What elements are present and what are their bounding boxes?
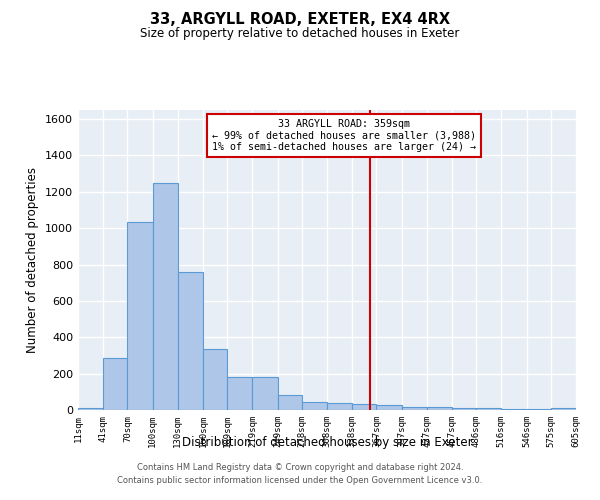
Bar <box>253 378 278 410</box>
Bar <box>551 408 576 410</box>
Bar <box>452 408 476 410</box>
Bar <box>78 408 103 410</box>
Text: Size of property relative to detached houses in Exeter: Size of property relative to detached ho… <box>140 28 460 40</box>
Bar <box>178 272 203 410</box>
Bar <box>476 408 502 410</box>
Text: 33 ARGYLL ROAD: 359sqm
← 99% of detached houses are smaller (3,988)
1% of semi-d: 33 ARGYLL ROAD: 359sqm ← 99% of detached… <box>212 119 476 152</box>
Bar <box>401 408 427 410</box>
Text: Distribution of detached houses by size in Exeter: Distribution of detached houses by size … <box>182 436 472 449</box>
Bar <box>127 222 152 410</box>
Bar <box>152 182 178 410</box>
Bar <box>352 404 376 410</box>
Bar <box>103 358 127 410</box>
Text: 33, ARGYLL ROAD, EXETER, EX4 4RX: 33, ARGYLL ROAD, EXETER, EX4 4RX <box>150 12 450 28</box>
Text: Contains HM Land Registry data © Crown copyright and database right 2024.: Contains HM Land Registry data © Crown c… <box>137 464 463 472</box>
Bar <box>502 408 527 410</box>
Bar <box>302 402 327 410</box>
Text: Contains public sector information licensed under the Open Government Licence v3: Contains public sector information licen… <box>118 476 482 485</box>
Bar <box>203 349 227 410</box>
Bar <box>427 408 452 410</box>
Y-axis label: Number of detached properties: Number of detached properties <box>26 167 40 353</box>
Bar <box>227 378 253 410</box>
Bar <box>327 403 352 410</box>
Bar <box>376 406 401 410</box>
Bar <box>278 396 302 410</box>
Bar <box>527 409 551 410</box>
